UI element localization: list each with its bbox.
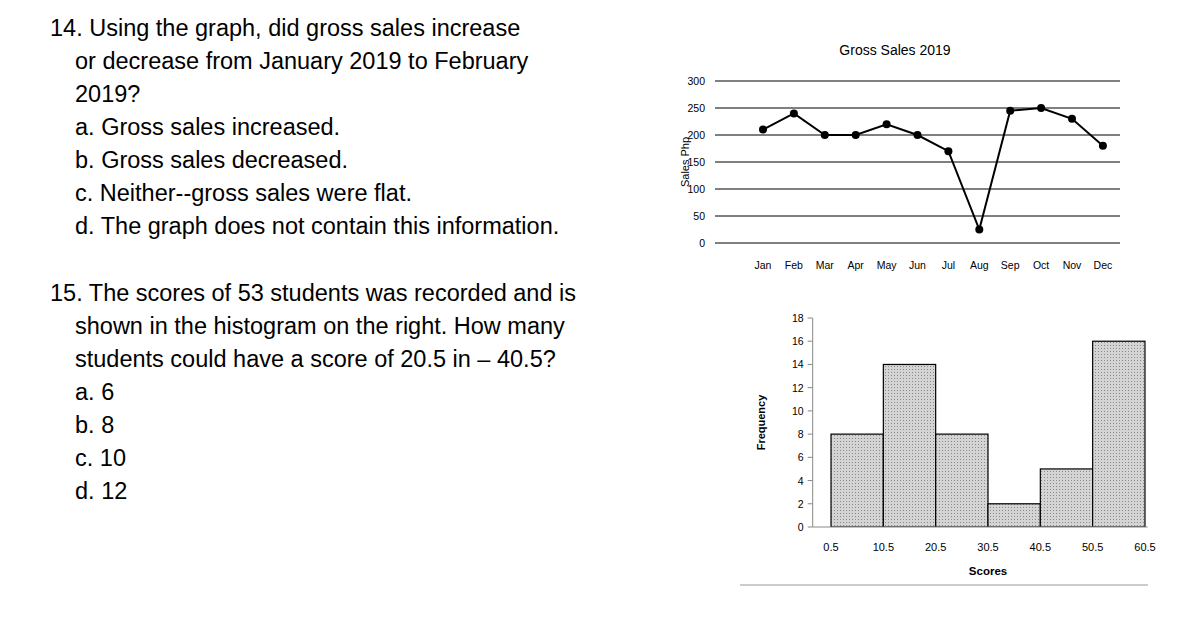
tick: [808, 387, 813, 388]
tick-label: 100: [687, 183, 705, 195]
answer-option: c. 10: [75, 445, 126, 471]
tick-label: 2: [798, 498, 804, 510]
point: [883, 120, 891, 128]
tick-label: Nov: [1063, 259, 1082, 271]
question-text: 14. Using the graph, did gross sales inc…: [50, 15, 520, 41]
chart-title: Gross Sales 2019: [839, 42, 950, 58]
tick-label: Jun: [909, 259, 926, 271]
tick-label: 10.5: [873, 541, 894, 553]
answer-option: d. The graph does not contain this infor…: [75, 213, 559, 239]
tick-label: 40.5: [1030, 541, 1051, 553]
tick: [808, 364, 813, 365]
point: [975, 226, 983, 234]
tick-label: 10: [792, 405, 804, 417]
tick-label: 0.5: [823, 541, 838, 553]
tick-label: 300: [687, 75, 705, 87]
tick-label: 18: [792, 312, 804, 324]
x-axis: [813, 527, 1148, 528]
tick-label: 4: [798, 475, 804, 487]
point: [1037, 104, 1045, 112]
axis-label: Frequency: [755, 394, 767, 451]
point: [852, 131, 860, 139]
tick-label: 250: [687, 102, 705, 114]
question: 15. The scores of 53 students was record…: [50, 280, 576, 504]
point: [1099, 142, 1107, 150]
tick-label: 50.5: [1082, 541, 1103, 553]
tick: [808, 434, 813, 435]
answer-option: a. 6: [75, 379, 114, 405]
grid-line: [715, 189, 1120, 190]
grid-line: [715, 81, 1120, 82]
tick-label: 150: [687, 156, 705, 168]
page: 14. Using the graph, did gross sales inc…: [0, 0, 1200, 625]
tick-label: Oct: [1033, 259, 1049, 271]
tick-label: Aug: [970, 259, 989, 271]
tick-label: 200: [687, 129, 705, 141]
tick-label: 0: [699, 237, 705, 249]
tick-label: Apr: [848, 259, 865, 271]
tick-label: 50: [693, 210, 705, 222]
tick-label: 16: [792, 335, 804, 347]
tick: [808, 318, 813, 319]
tick-label: 30.5: [977, 541, 998, 553]
frame-line: [740, 585, 1148, 586]
tick: [808, 480, 813, 481]
tick-label: 8: [798, 428, 804, 440]
tick-label: Feb: [785, 259, 803, 271]
tick-label: Jan: [755, 259, 772, 271]
tick-label: May: [877, 259, 898, 271]
answer-option: c. Neither--gross sales were flat.: [75, 180, 412, 206]
marks: [759, 104, 1107, 234]
tick: [808, 457, 813, 458]
tick: [808, 410, 813, 411]
tick-label: Sep: [1001, 259, 1020, 271]
answer-option: d. 12: [75, 478, 127, 504]
question-text: or decrease from January 2019 to Februar…: [75, 48, 529, 74]
question-text: 2019?: [75, 81, 140, 107]
grid-line: [715, 216, 1120, 217]
grid-line: [715, 162, 1120, 163]
tick: [808, 341, 813, 342]
tick-label: 12: [792, 382, 804, 394]
question-text: shown in the histogram on the right. How…: [75, 313, 565, 339]
answer-option: b. Gross sales decreased.: [75, 147, 348, 173]
grid-line: [715, 243, 1120, 244]
bar: [988, 504, 1040, 527]
tick-label: 6: [798, 451, 804, 463]
bar: [1040, 469, 1092, 527]
point: [1068, 115, 1076, 123]
series-line: [763, 108, 1103, 230]
point: [790, 109, 798, 117]
axis-label: Scores: [969, 565, 1007, 577]
tick-label: 0: [798, 521, 804, 533]
answer-option: b. 8: [75, 412, 114, 438]
question: 14. Using the graph, did gross sales inc…: [50, 15, 559, 239]
tick-label: 20.5: [925, 541, 946, 553]
y-axis: [812, 318, 813, 527]
question-text: 15. The scores of 53 students was record…: [50, 280, 576, 306]
bar: [1093, 341, 1145, 527]
line-chart: Gross Sales 2019Sales Php050100150200250…: [679, 42, 1120, 271]
grid-line: [715, 108, 1120, 109]
point: [944, 147, 952, 155]
histogram: 0 2 4 6 8 10 12 14 16 18 0.5 10.5 20.5 30.5 40.5 50.5 60…: [740, 312, 1156, 585]
bar: [831, 434, 883, 527]
answer-option: a. Gross sales increased.: [75, 114, 340, 140]
tick-label: 14: [792, 358, 804, 370]
tick-label: Dec: [1094, 259, 1113, 271]
tick-label: Jul: [942, 259, 955, 271]
point: [821, 131, 829, 139]
tick: [808, 503, 813, 504]
question-text: students could have a score of 20.5 in –…: [75, 346, 556, 372]
tick-label: 60.5: [1134, 541, 1155, 553]
point: [914, 131, 922, 139]
point: [759, 126, 767, 134]
marks: [831, 341, 1145, 527]
point: [1006, 107, 1014, 115]
tick: [808, 527, 813, 528]
bar: [936, 434, 988, 527]
bar: [883, 364, 935, 527]
tick-label: Mar: [816, 259, 835, 271]
